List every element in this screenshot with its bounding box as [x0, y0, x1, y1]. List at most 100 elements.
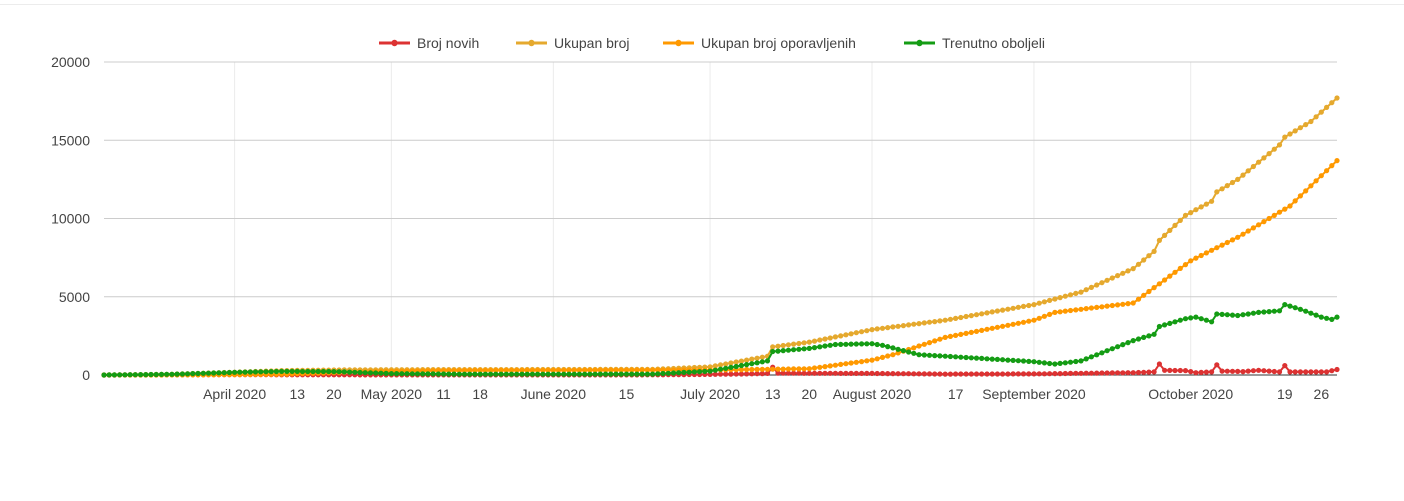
data-point — [1020, 358, 1027, 364]
data-point — [733, 363, 739, 370]
data-point — [916, 352, 922, 358]
data-point — [514, 371, 520, 377]
x-tick-label: October 2020 — [1148, 386, 1233, 402]
data-point — [1130, 266, 1136, 272]
data-point — [174, 371, 180, 377]
data-point — [1073, 307, 1079, 313]
data-point — [895, 346, 901, 352]
data-point — [801, 346, 807, 352]
data-point — [1083, 306, 1089, 312]
data-point — [801, 370, 807, 376]
legend-item[interactable]: Trenutno oboljeli — [904, 35, 1045, 51]
data-point — [1172, 269, 1178, 275]
data-point — [859, 341, 865, 347]
data-point — [1083, 370, 1089, 376]
data-point — [435, 371, 441, 377]
data-point — [900, 371, 907, 377]
data-point — [947, 316, 954, 322]
data-point — [1167, 273, 1173, 279]
data-point — [1120, 301, 1126, 307]
data-point — [1067, 370, 1074, 376]
legend-item[interactable]: Ukupan broj oporavljenih — [663, 35, 856, 51]
data-point — [1078, 289, 1084, 295]
data-point — [1245, 228, 1251, 234]
data-point — [482, 367, 488, 374]
data-point — [1313, 369, 1319, 375]
legend-item[interactable]: Ukupan broj — [516, 35, 630, 51]
data-point — [1099, 304, 1105, 310]
data-point — [1297, 193, 1303, 199]
data-point — [1130, 338, 1136, 344]
data-point — [791, 366, 797, 372]
data-point — [1256, 309, 1262, 315]
data-point — [848, 331, 854, 337]
data-point — [1193, 255, 1199, 261]
data-point — [890, 371, 896, 377]
data-point — [838, 361, 844, 367]
data-point — [1250, 163, 1256, 170]
data-point — [832, 341, 839, 348]
data-point — [1182, 262, 1189, 268]
data-point — [1135, 369, 1142, 376]
data-point — [749, 356, 755, 362]
data-point — [289, 368, 295, 374]
data-point — [1036, 371, 1042, 377]
data-point — [1151, 248, 1157, 254]
data-point — [989, 309, 995, 315]
data-point — [733, 371, 739, 377]
data-point — [1057, 295, 1063, 301]
data-point — [728, 364, 734, 370]
data-point — [890, 345, 896, 351]
data-point — [848, 370, 854, 376]
data-point — [806, 339, 812, 345]
data-point — [634, 367, 640, 373]
data-point — [1041, 360, 1047, 366]
data-point — [1115, 370, 1121, 376]
data-point — [237, 369, 243, 375]
data-point — [623, 371, 630, 377]
data-point — [446, 371, 452, 377]
data-point — [879, 370, 886, 377]
data-point — [1193, 314, 1199, 320]
x-tick-label: 18 — [472, 386, 488, 402]
data-point — [906, 349, 912, 355]
data-point — [1073, 370, 1079, 376]
data-point — [1250, 225, 1256, 231]
data-point — [472, 371, 478, 377]
data-point — [1062, 293, 1068, 299]
data-point — [1318, 369, 1324, 375]
x-tick-label: August 2020 — [833, 386, 912, 402]
data-point — [1135, 336, 1142, 342]
data-point — [315, 368, 321, 375]
data-point — [603, 367, 609, 373]
data-point — [963, 330, 969, 336]
data-point — [1057, 360, 1063, 366]
data-point — [1282, 302, 1288, 308]
data-point — [1141, 257, 1147, 263]
data-point — [1026, 358, 1032, 364]
data-point — [211, 370, 217, 376]
data-point — [1334, 95, 1340, 101]
data-point — [921, 320, 927, 326]
data-point — [1329, 316, 1335, 322]
data-point — [1062, 308, 1068, 314]
data-point — [859, 359, 865, 365]
data-point — [378, 370, 384, 376]
data-point — [926, 371, 933, 377]
data-point — [550, 371, 556, 377]
data-point — [1015, 304, 1021, 310]
data-point — [1188, 315, 1194, 321]
data-point — [1135, 296, 1142, 302]
legend[interactable]: Broj novih Ukupan broj Ukupan broj oporavl… — [379, 35, 1045, 51]
data-point — [770, 366, 776, 372]
data-point — [1057, 309, 1063, 315]
y-tick-label: 10000 — [51, 211, 90, 227]
data-point — [775, 348, 781, 354]
data-point — [728, 360, 734, 366]
data-point — [1146, 369, 1152, 375]
data-point — [1167, 227, 1173, 233]
data-point — [1303, 188, 1309, 194]
data-point — [153, 371, 159, 378]
data-point — [1313, 178, 1319, 184]
legend-item[interactable]: Broj novih — [379, 35, 479, 51]
